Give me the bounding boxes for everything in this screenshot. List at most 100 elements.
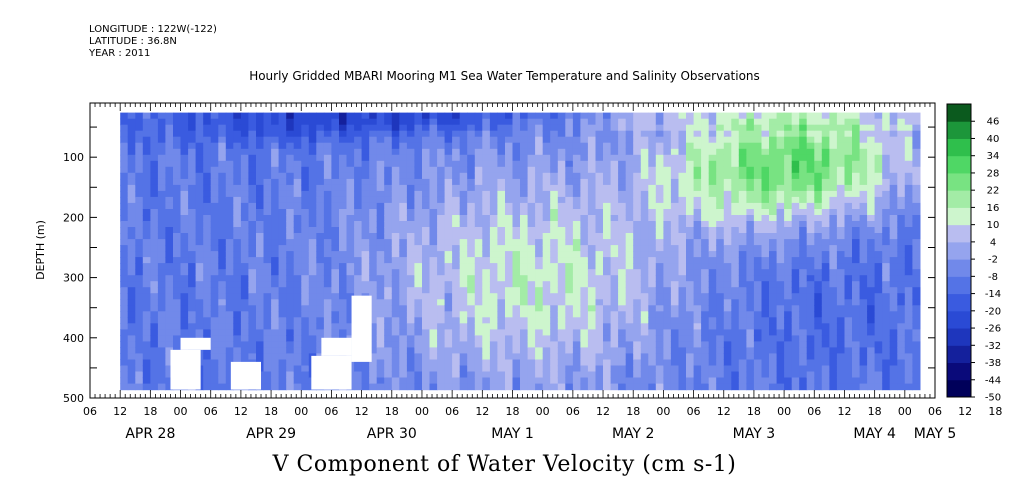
heatmap-cell [565,287,574,294]
heatmap-cell [655,124,664,132]
heatmap-cell [723,118,732,126]
heatmap-cell [195,227,204,234]
heatmap-cell [384,148,393,156]
heatmap-cell [867,305,876,312]
heatmap-cell [580,160,589,168]
heatmap-cell [761,257,770,264]
heatmap-cell [271,335,280,342]
heatmap-cell [874,347,883,354]
heatmap-cell [542,347,551,354]
heatmap-cell [776,154,785,162]
heatmap-cell [761,124,770,132]
heatmap-cell [618,233,627,240]
heatmap-cell [180,317,189,324]
heatmap-cell [791,130,800,138]
heatmap-cell [474,148,483,156]
heatmap-cell [474,233,483,240]
heatmap-cell [701,383,710,391]
heatmap-cell [188,293,197,300]
heatmap-cell [912,365,921,373]
heatmap-cell [776,227,785,234]
heatmap-cell [670,118,679,126]
heatmap-cell [195,148,204,156]
heatmap-cell [867,202,876,210]
heatmap-cell [761,263,770,270]
heatmap-cell [610,257,619,264]
heatmap-cell [535,269,544,276]
heatmap-cell [625,287,634,294]
heatmap-cell [497,281,506,288]
heatmap-cell [678,190,687,198]
heatmap-cell [814,130,823,138]
heatmap-cell [489,136,498,144]
heatmap-cell [603,178,612,186]
heatmap-cell [520,136,529,144]
heatmap-cell [648,311,657,318]
heatmap-cell [399,251,408,258]
heatmap-cell [301,245,310,252]
heatmap-cell [218,365,227,373]
heatmap-cell [535,275,544,282]
heatmap-cell [195,166,204,174]
heatmap-cell [829,305,838,312]
heatmap-cell [610,124,619,132]
heatmap-cell [791,287,800,294]
heatmap-cell [520,227,529,234]
heatmap-cell [663,365,672,373]
heatmap-cell [308,136,317,144]
heatmap-cell [414,202,423,210]
heatmap-cell [157,196,166,204]
heatmap-cell [444,275,453,282]
heatmap-cell [836,178,845,186]
heatmap-cell [150,245,159,252]
heatmap-cell [904,166,913,174]
heatmap-cell [738,281,747,288]
heatmap-cell [406,154,415,162]
heatmap-cell [316,287,325,294]
heatmap-cell [874,275,883,282]
heatmap-cell [429,209,438,216]
heatmap-cell [316,305,325,312]
heatmap-cell [180,257,189,264]
heatmap-cell [738,112,747,120]
heatmap-cell [527,209,536,216]
heatmap-cell [701,293,710,300]
heatmap-cell [384,196,393,204]
heatmap-cell [384,251,393,258]
heatmap-cell [874,263,883,270]
heatmap-cell [791,269,800,276]
heatmap-cell [678,112,687,120]
heatmap-cell [889,365,898,373]
heatmap-cell [482,293,491,300]
heatmap-cell [429,239,438,246]
heatmap-cell [512,221,521,228]
heatmap-cell [769,353,778,360]
heatmap-cell [165,209,174,216]
heatmap-cell [240,118,249,126]
heatmap-cell [527,251,536,258]
heatmap-cell [610,293,619,300]
heatmap-cell [323,172,332,180]
heatmap-cell [686,148,695,156]
heatmap-cell [376,335,385,342]
heatmap-cell [339,178,348,186]
heatmap-cell [142,118,151,126]
heatmap-cell [256,227,265,234]
heatmap-cell [248,124,257,132]
heatmap-cell [173,209,182,216]
heatmap-cell [708,263,717,270]
heatmap-cell [897,275,906,282]
heatmap-cell [610,377,619,385]
heatmap-cell [663,383,672,391]
heatmap-cell [670,377,679,385]
heatmap-cell [369,130,378,138]
heatmap-cell [165,227,174,234]
heatmap-cell [150,377,159,385]
heatmap-cell [240,190,249,198]
heatmap-cell [248,142,257,150]
heatmap-cell [723,166,732,174]
heatmap-cell [723,257,732,264]
heatmap-cell [844,136,853,144]
heatmap-cell [127,154,136,162]
heatmap-cell [678,383,687,391]
